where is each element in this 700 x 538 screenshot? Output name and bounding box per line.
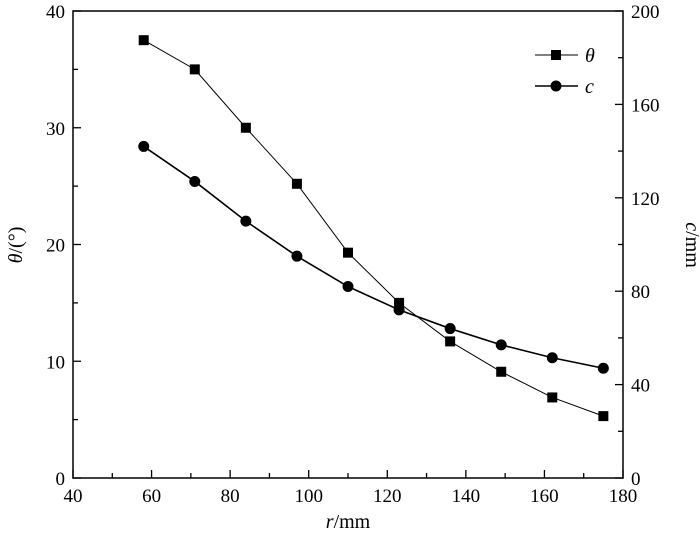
right-y-axis-var: c xyxy=(681,222,700,231)
data-point-square xyxy=(394,297,405,308)
right-y-tick-label: 120 xyxy=(631,189,660,210)
x-tick-label: 100 xyxy=(294,486,323,507)
right-y-axis-unit: /mm xyxy=(681,231,700,268)
data-point-circle xyxy=(546,352,558,364)
right-y-tick-label: 80 xyxy=(631,282,650,303)
series-line xyxy=(143,145,604,370)
right-y-axis-title: c/mm xyxy=(681,222,700,268)
legend-item: θ xyxy=(535,45,595,67)
series-c xyxy=(138,140,609,374)
x-tick-label: 180 xyxy=(609,486,638,507)
data-point-square xyxy=(547,392,558,403)
left-y-tick-label: 20 xyxy=(46,236,65,257)
legend-label: θ xyxy=(585,45,595,67)
plot-frame xyxy=(72,10,624,479)
left-y-axis-var: θ xyxy=(5,253,27,263)
right-y-tick-label: 160 xyxy=(631,95,660,116)
data-point-square xyxy=(189,64,200,75)
legend-label: c xyxy=(585,76,594,98)
data-point-square xyxy=(598,411,609,422)
data-point-square xyxy=(496,366,507,377)
data-point-circle xyxy=(240,215,252,227)
left-y-tick-label: 0 xyxy=(56,469,66,490)
left-y-tick-label: 30 xyxy=(46,119,65,140)
right-y-tick-label: 40 xyxy=(631,376,650,397)
x-tick-label: 120 xyxy=(373,486,402,507)
left-y-axis-title: θ/(°) xyxy=(5,227,27,264)
data-point-square xyxy=(291,178,302,189)
x-tick-label: 60 xyxy=(142,486,161,507)
right-y-tick-label: 0 xyxy=(631,469,641,490)
right-y-tick-label: 200 xyxy=(631,2,660,23)
data-point-circle xyxy=(189,175,201,187)
data-point-square xyxy=(445,336,456,347)
x-axis-title: r/mm xyxy=(326,511,371,533)
data-point-circle xyxy=(597,362,609,374)
x-tick-label: 160 xyxy=(530,486,559,507)
x-tick-label: 80 xyxy=(221,486,240,507)
data-point-circle xyxy=(393,304,405,316)
series-layer xyxy=(138,35,609,422)
legend-item: c xyxy=(535,76,594,98)
data-point-circle xyxy=(138,140,150,152)
data-point-square xyxy=(343,247,353,258)
axis-ticks: 40 60 80 100 120 140 160 1800102030400408012016… xyxy=(46,2,660,507)
legend: θc xyxy=(535,45,595,98)
series-line xyxy=(143,39,604,417)
left-y-tick-label: 10 xyxy=(46,352,65,373)
data-point-square xyxy=(138,35,149,46)
x-tick-label: 140 xyxy=(452,486,481,507)
data-point-circle xyxy=(291,250,303,262)
data-point-circle xyxy=(342,281,354,293)
data-point-circle xyxy=(444,323,456,335)
legend-marker-square xyxy=(551,50,561,60)
series-theta xyxy=(138,35,609,422)
left-y-axis-unit: /(°) xyxy=(5,227,27,254)
x-axis-var: r xyxy=(326,511,334,533)
data-point-square xyxy=(240,122,251,133)
data-point-circle xyxy=(495,339,507,351)
x-tick-label: 40 xyxy=(64,486,83,507)
x-axis-unit: /mm xyxy=(334,511,371,533)
left-y-tick-label: 40 xyxy=(46,2,65,23)
legend-marker-circle xyxy=(550,80,562,92)
